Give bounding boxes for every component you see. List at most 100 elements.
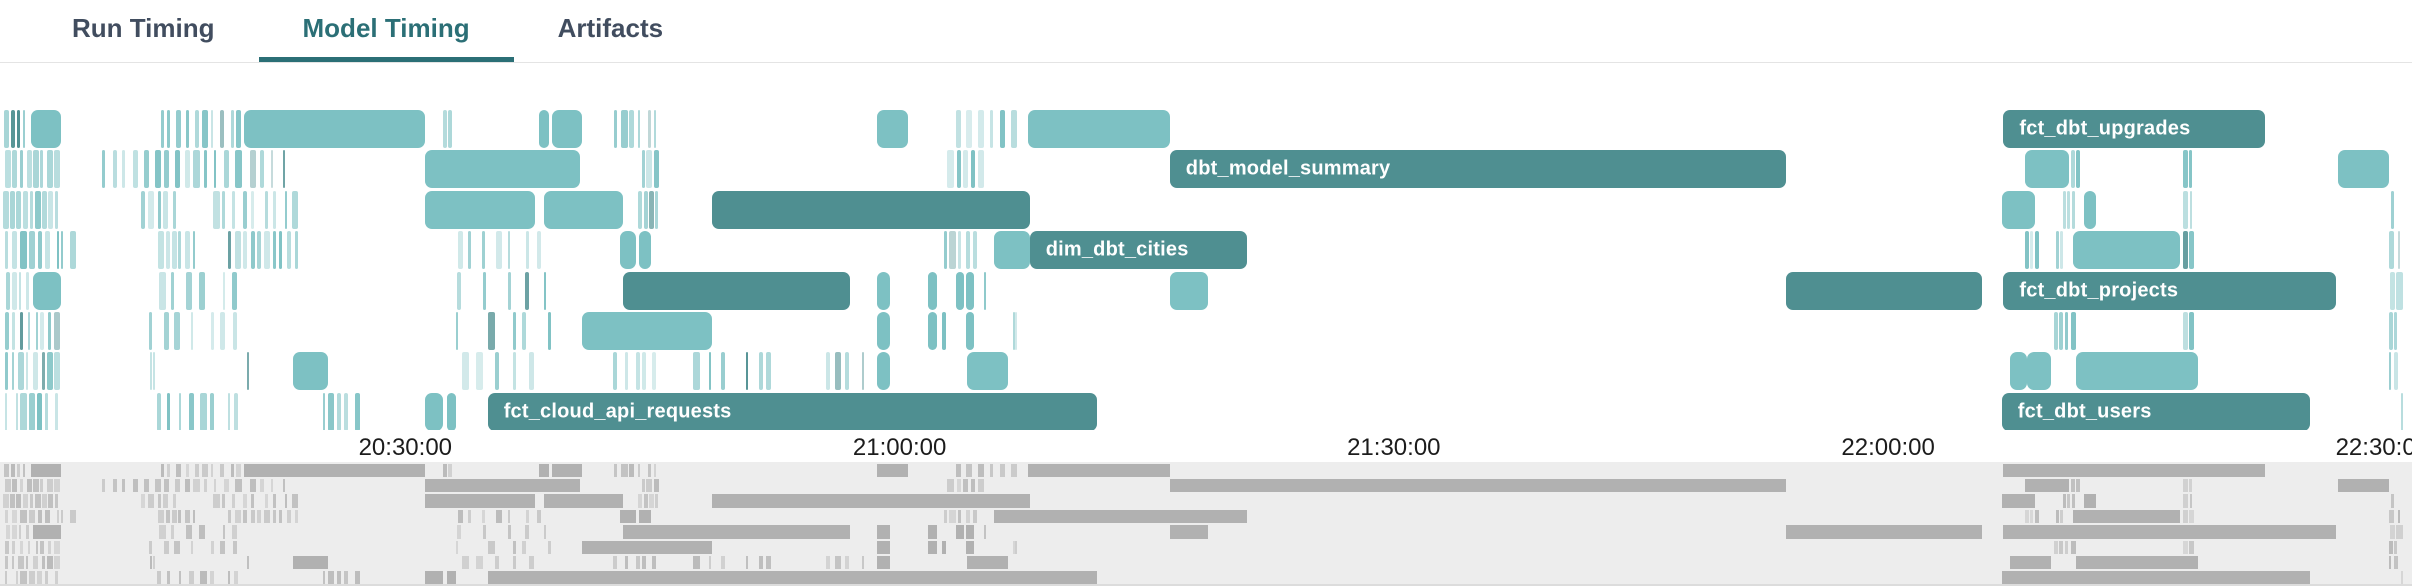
minimap-stripe xyxy=(2071,478,2075,493)
minimap-stripe xyxy=(174,478,180,493)
gantt-bar[interactable] xyxy=(2337,150,2389,189)
gantt-run-stripe xyxy=(2063,190,2066,229)
gantt-bar[interactable] xyxy=(2084,190,2096,229)
minimap-stripe xyxy=(61,509,64,524)
gantt-bar[interactable] xyxy=(927,312,938,350)
minimap-stripe xyxy=(2054,540,2058,554)
gantt-bar[interactable] xyxy=(876,271,890,310)
gantt-bar[interactable]: fct_dbt_upgrades xyxy=(2003,110,2266,148)
minimap-stripe xyxy=(9,494,15,508)
minimap-stripe xyxy=(22,494,28,508)
gantt-bar[interactable] xyxy=(425,392,444,430)
minimap-stripe xyxy=(236,463,241,477)
gantt-bar[interactable] xyxy=(965,312,974,350)
gantt-bar[interactable]: fct_dbt_projects xyxy=(2003,271,2337,310)
gantt-run-stripe xyxy=(720,352,725,391)
gantt-bar[interactable] xyxy=(33,271,61,310)
gantt-bar[interactable] xyxy=(243,110,425,148)
gantt-bar[interactable] xyxy=(543,190,623,229)
minimap-stripe xyxy=(5,509,8,524)
minimap-stripe xyxy=(19,509,27,524)
gantt-run-stripe xyxy=(947,150,954,189)
gantt-bar[interactable] xyxy=(581,312,712,350)
gantt-run-stripe xyxy=(250,231,255,270)
gantt-bar[interactable] xyxy=(619,231,636,270)
gantt-bar[interactable] xyxy=(2072,231,2180,270)
gantt-run-stripe xyxy=(1013,312,1016,350)
gantt-bar[interactable]: fct_dbt_users xyxy=(2001,392,2310,430)
minimap-bar xyxy=(425,571,444,584)
minimap-stripe xyxy=(222,525,226,539)
gantt-bar[interactable] xyxy=(2075,352,2198,391)
gantt-bar[interactable] xyxy=(639,231,651,270)
minimap-stripe xyxy=(2189,478,2193,493)
gantt-run-stripe xyxy=(54,312,60,350)
gantt-run-stripe xyxy=(211,110,214,148)
gantt-run-stripe xyxy=(496,231,503,270)
gantt-bar[interactable] xyxy=(1028,110,1170,148)
gantt-bar[interactable] xyxy=(2026,352,2052,391)
minimap-stripe xyxy=(11,509,17,524)
minimap-stripe xyxy=(184,478,190,493)
gantt-run-stripe xyxy=(285,190,288,229)
gantt-run-stripe xyxy=(22,190,28,229)
gantt-bar[interactable] xyxy=(425,190,536,229)
timeline-minimap-brush[interactable] xyxy=(0,462,2412,586)
gantt-run-stripe xyxy=(203,150,207,189)
gantt-bar[interactable] xyxy=(876,312,890,350)
gantt-run-stripe xyxy=(4,312,10,350)
gantt-bar[interactable] xyxy=(425,150,580,189)
minimap-stripe xyxy=(232,494,235,508)
gantt-run-stripe xyxy=(957,231,961,270)
gantt-run-stripe xyxy=(167,110,171,148)
gantt-bar[interactable] xyxy=(955,271,964,310)
minimap-stripe xyxy=(141,494,146,508)
tab-model-timing[interactable]: Model Timing xyxy=(258,0,514,62)
gantt-run-stripe xyxy=(12,150,18,189)
gantt-bar[interactable] xyxy=(293,352,328,391)
gantt-bar[interactable] xyxy=(31,110,61,148)
gantt-bar[interactable] xyxy=(622,271,851,310)
gantt-bar[interactable] xyxy=(876,110,908,148)
gantt-bar[interactable] xyxy=(927,271,938,310)
gantt-bar[interactable]: dim_dbt_cities xyxy=(1029,231,1248,270)
minimap-stripe xyxy=(40,478,44,493)
gantt-bar[interactable]: fct_cloud_api_requests xyxy=(487,392,1098,430)
minimap-stripe xyxy=(825,555,831,570)
minimap-stripe xyxy=(23,463,26,477)
tab-run-timing[interactable]: Run Timing xyxy=(28,0,259,62)
minimap-stripe xyxy=(481,509,485,524)
gantt-bar[interactable] xyxy=(993,231,1030,270)
minimap-bar xyxy=(446,571,457,584)
gantt-bar[interactable] xyxy=(2001,190,2035,229)
gantt-bar[interactable] xyxy=(1169,271,1208,310)
gantt-bar[interactable] xyxy=(551,110,582,148)
gantt-bar[interactable] xyxy=(538,110,549,148)
gantt-bar[interactable] xyxy=(965,271,974,310)
minimap-stripe xyxy=(15,571,18,584)
gantt-run-stripe xyxy=(173,190,176,229)
gantt-run-stripe xyxy=(264,231,270,270)
minimap-bar xyxy=(2001,571,2310,584)
gantt-run-stripe xyxy=(971,150,975,189)
minimap-bar xyxy=(927,525,938,539)
minimap-stripe xyxy=(178,571,182,584)
minimap-stripe xyxy=(26,555,29,570)
minimap-bar xyxy=(2024,478,2070,493)
gantt-bar[interactable] xyxy=(2024,150,2070,189)
gantt-run-stripe xyxy=(2396,271,2403,310)
gantt-run-stripe xyxy=(2390,271,2396,310)
gantt-bar[interactable]: dbt_model_summary xyxy=(1169,150,1786,189)
gantt-bar[interactable] xyxy=(711,190,1030,229)
gantt-bar[interactable] xyxy=(2010,352,2027,391)
minimap-bar xyxy=(619,509,636,524)
tab-artifacts[interactable]: Artifacts xyxy=(514,0,707,62)
gantt-bar[interactable] xyxy=(1785,271,1982,310)
gantt-bar[interactable] xyxy=(876,352,890,391)
minimap-stripe xyxy=(279,509,282,524)
gantt-run-stripe xyxy=(286,231,291,270)
gantt-bar[interactable] xyxy=(446,392,457,430)
gantt-bar[interactable] xyxy=(942,312,946,350)
minimap-stripe xyxy=(547,540,551,554)
gantt-bar[interactable] xyxy=(967,352,1009,391)
